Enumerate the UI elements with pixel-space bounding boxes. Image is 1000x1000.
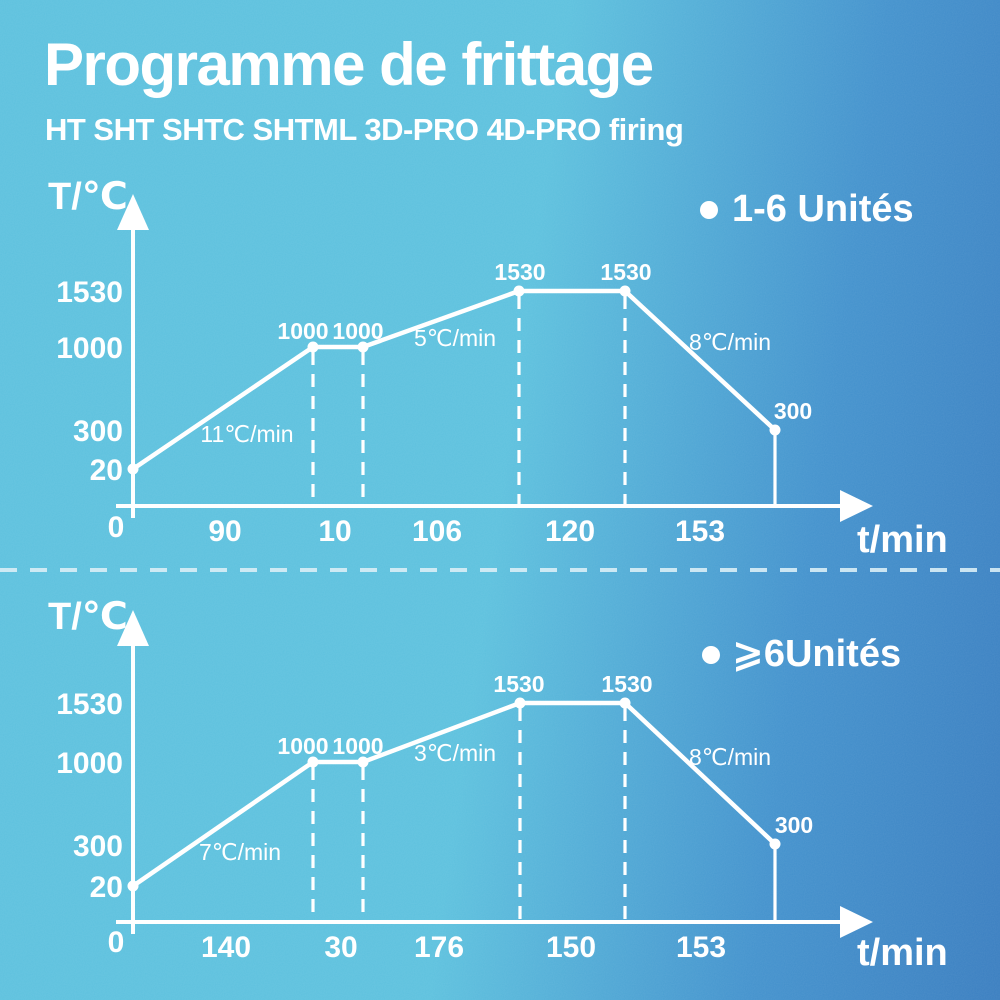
x-tick: 106 (412, 515, 462, 548)
y-tick-300: 300 (73, 830, 123, 863)
x-tick: 10 (318, 515, 351, 548)
y-tick-1530: 1530 (56, 276, 123, 309)
rate-label: 8℃/min (689, 744, 771, 770)
point-label-1000: 1000 (277, 318, 328, 344)
x-tick: 120 (545, 515, 595, 548)
x-tick: 30 (324, 931, 357, 964)
data-point (307, 341, 319, 353)
legend-bullet-icon (700, 201, 718, 219)
x-axis-label: t/min (857, 519, 948, 561)
temperature-curve (130, 288, 778, 472)
x-tick: 90 (208, 515, 241, 548)
temperature-curve (130, 700, 778, 889)
rate-label: 7℃/min (199, 839, 281, 865)
x-axis-arrow-icon (840, 490, 873, 522)
x-tick: 153 (676, 931, 726, 964)
point-label-300: 300 (775, 812, 813, 838)
data-point (514, 697, 526, 709)
chart-1-6-unites: T/℃ t/min 1530 1000 300 20 0 1000 1 (48, 176, 948, 561)
data-point (619, 285, 631, 297)
data-point (513, 285, 525, 297)
y-tick-1000: 1000 (56, 747, 123, 780)
rate-label: 3℃/min (414, 740, 496, 766)
y-tick-300: 300 (73, 415, 123, 448)
rate-label: 8℃/min (689, 329, 771, 355)
legend-label: ⩾6Unités (732, 633, 901, 675)
page-subtitle: HT SHT SHTC SHTML 3D-PRO 4D-PRO firing (45, 112, 684, 147)
chart-ge6-unites: T/℃ t/min 1530 1000 300 20 0 1000 1 (48, 596, 948, 974)
point-label-1530: 1530 (600, 259, 651, 285)
y-axis-arrow-icon (117, 610, 149, 646)
data-point (619, 697, 631, 709)
y-tick-20: 20 (90, 871, 123, 904)
rate-label: 5℃/min (414, 325, 496, 351)
data-point (769, 424, 781, 436)
x-tick: 150 (546, 931, 596, 964)
legend-bullet-icon (702, 646, 720, 664)
y-axis-label: T/℃ (48, 176, 128, 218)
point-label-1000: 1000 (277, 733, 328, 759)
y-axis-arrow-icon (117, 194, 149, 230)
origin-label: 0 (108, 926, 125, 959)
x-tick: 176 (414, 931, 464, 964)
data-point (127, 880, 139, 892)
data-point (307, 756, 319, 768)
y-axis-label: T/℃ (48, 596, 128, 638)
point-label-1530: 1530 (601, 671, 652, 697)
x-axis-label: t/min (857, 932, 948, 974)
point-label-1000: 1000 (332, 733, 383, 759)
page-title: Programme de frittage (44, 31, 654, 98)
origin-label: 0 (108, 511, 125, 544)
point-label-1530: 1530 (493, 671, 544, 697)
x-tick: 140 (201, 931, 251, 964)
legend-label: 1-6 Unités (732, 188, 914, 230)
rate-label: 11℃/min (200, 421, 293, 447)
y-tick-1530: 1530 (56, 688, 123, 721)
y-tick-1000: 1000 (56, 332, 123, 365)
x-tick: 153 (675, 515, 725, 548)
x-axis-arrow-icon (840, 906, 873, 938)
point-label-1000: 1000 (332, 318, 383, 344)
point-label-300: 300 (774, 398, 812, 424)
data-point (357, 756, 369, 768)
data-point (127, 463, 139, 475)
point-label-1530: 1530 (494, 259, 545, 285)
y-tick-20: 20 (90, 454, 123, 487)
data-point (769, 838, 781, 850)
data-point (357, 341, 369, 353)
